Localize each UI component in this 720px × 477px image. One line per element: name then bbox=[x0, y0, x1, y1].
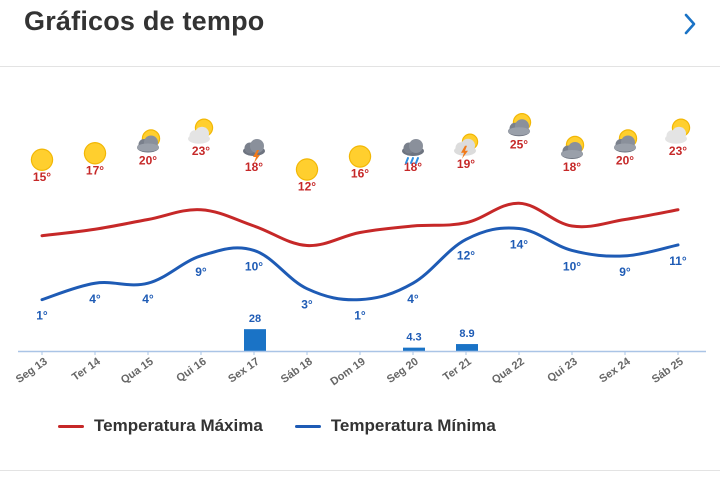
min-temp-label: 4° bbox=[142, 292, 154, 306]
thunderstorm-icon bbox=[243, 139, 265, 163]
footer-divider bbox=[0, 470, 720, 471]
x-tick-label: Sáb 25 bbox=[650, 356, 686, 386]
series-line-max bbox=[40, 201, 680, 248]
sun-icon bbox=[295, 158, 319, 181]
min-temp-label: 3° bbox=[301, 298, 313, 312]
legend-swatch-max bbox=[58, 424, 84, 428]
cloud-sun-icon bbox=[614, 129, 638, 153]
max-temp-label: 25° bbox=[510, 137, 528, 151]
sun-icon bbox=[83, 142, 107, 165]
min-temp-label: 10° bbox=[245, 259, 263, 273]
max-temp-label: 18° bbox=[245, 160, 263, 174]
precipitation-bar bbox=[244, 329, 266, 351]
x-tick-label: Sáb 18 bbox=[279, 356, 315, 386]
min-temp-label: 12° bbox=[457, 248, 475, 262]
precipitation-label: 4.3 bbox=[406, 332, 421, 344]
max-temp-label: 20° bbox=[139, 154, 157, 168]
max-temp-label: 17° bbox=[86, 163, 104, 177]
chevron-right-icon[interactable] bbox=[678, 12, 702, 36]
max-temp-label: 23° bbox=[669, 144, 687, 158]
max-temp-label: 12° bbox=[298, 180, 316, 194]
max-temp-label: 18° bbox=[563, 160, 581, 174]
series-line-min bbox=[40, 226, 680, 302]
legend-label-min: Temperatura Mínima bbox=[330, 416, 496, 435]
legend-item-max: Temperatura Máxima bbox=[58, 416, 263, 436]
precipitation-bar bbox=[456, 344, 478, 351]
precipitation-label: 8.9 bbox=[459, 328, 474, 340]
min-temp-label: 14° bbox=[510, 238, 528, 252]
rain-cloud-icon bbox=[402, 139, 424, 164]
chart-legend: Temperatura Máxima Temperatura Mínima bbox=[58, 414, 528, 438]
x-tick-label: Ter 21 bbox=[441, 356, 474, 384]
min-temp-label: 4° bbox=[407, 292, 419, 306]
min-temp-label: 1° bbox=[354, 309, 366, 323]
x-tick-label: Qui 16 bbox=[174, 356, 208, 385]
x-tick-label: Sex 24 bbox=[597, 355, 633, 385]
min-temp-label: 10° bbox=[563, 259, 581, 273]
min-temp-label: 9° bbox=[195, 265, 207, 279]
max-temp-label: 23° bbox=[192, 144, 210, 158]
x-tick-label: Sex 17 bbox=[226, 356, 261, 386]
max-temp-label: 16° bbox=[351, 167, 369, 181]
cloud-sun-icon bbox=[508, 113, 532, 137]
legend-item-min: Temperatura Mínima bbox=[294, 416, 496, 436]
min-temp-label: 9° bbox=[619, 265, 631, 279]
sun-icon bbox=[30, 148, 54, 171]
x-tick-label: Qua 22 bbox=[490, 356, 527, 387]
x-tick-label: Dom 19 bbox=[328, 356, 367, 389]
min-temp-label: 1° bbox=[36, 309, 48, 323]
cloud-sun-icon bbox=[561, 135, 585, 159]
chart-header: Gráficos de tempo bbox=[0, 0, 720, 67]
legend-swatch-min bbox=[294, 424, 321, 428]
sun-storm-icon bbox=[454, 133, 479, 159]
weather-chart: 28 4.3 8.9 15° 17° 20° 23° 18° 12° 16° 18° 19° 25° 18… bbox=[14, 113, 706, 389]
cloud-sun-icon bbox=[137, 129, 161, 153]
max-temp-label: 18° bbox=[404, 160, 422, 174]
precipitation-label: 28 bbox=[249, 313, 261, 325]
page-title: Gráficos de tempo bbox=[24, 6, 265, 36]
min-temp-label: 4° bbox=[89, 292, 101, 306]
max-temp-label: 15° bbox=[33, 170, 51, 184]
x-tick-label: Qua 15 bbox=[119, 356, 156, 387]
x-tick-label: Seg 13 bbox=[14, 356, 50, 386]
max-temp-label: 19° bbox=[457, 157, 475, 171]
min-temp-label: 11° bbox=[669, 254, 687, 268]
sun-icon bbox=[348, 145, 372, 168]
x-tick-label: Seg 20 bbox=[385, 356, 421, 386]
x-tick-label: Qui 23 bbox=[545, 356, 579, 385]
precipitation-bar bbox=[403, 347, 425, 351]
legend-label-max: Temperatura Máxima bbox=[94, 416, 263, 435]
sun-behind-cloud-icon bbox=[188, 118, 214, 144]
x-tick-label: Ter 14 bbox=[70, 355, 103, 383]
sun-behind-cloud-icon bbox=[665, 118, 691, 144]
max-temp-label: 20° bbox=[616, 154, 634, 168]
